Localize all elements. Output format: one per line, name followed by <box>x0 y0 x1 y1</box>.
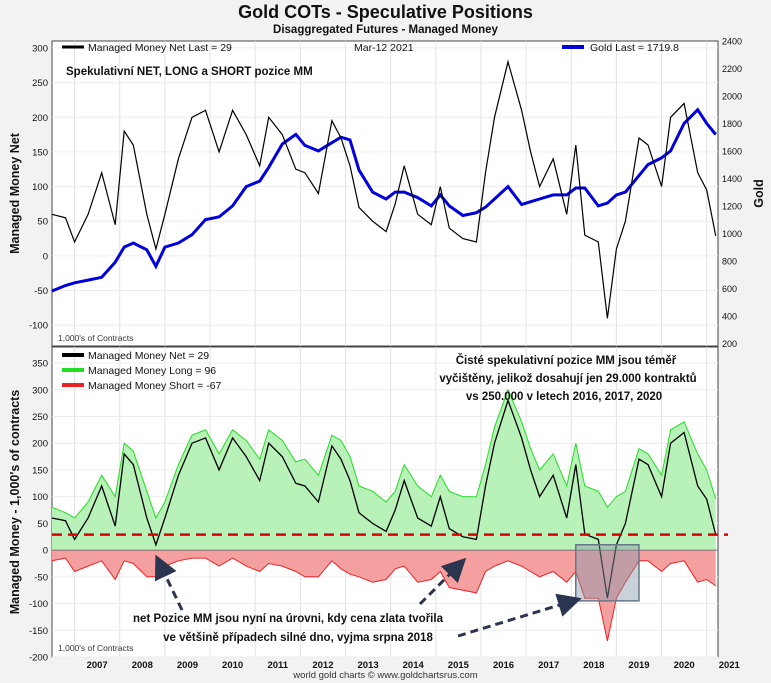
bottom-units-note: 1,000's of Contracts <box>58 643 133 653</box>
gold-price-line <box>51 107 717 293</box>
bottom-y-tick-label: 300 <box>32 385 48 396</box>
x-tick-label: 2009 <box>177 660 198 671</box>
bottom-y-tick-label: 100 <box>32 492 48 503</box>
gold-y-tick-label: 2000 <box>722 91 742 101</box>
x-tick-label: 2011 <box>267 660 288 671</box>
bottom-annotation-line: ve většině případech silné dno, vyjma sr… <box>163 632 433 644</box>
x-tick-label: 2013 <box>357 660 378 671</box>
top-y-axis-title: Managed Money Net <box>8 132 22 254</box>
gold-y-axis-title: Gold <box>752 179 766 207</box>
annotation-arrow <box>418 557 467 606</box>
long-line <box>51 388 717 520</box>
top-net-line <box>51 59 717 319</box>
x-tick-label: 2018 <box>583 660 604 671</box>
gold-y-tick-label: 1600 <box>722 146 742 156</box>
annotation-arrow <box>457 593 582 638</box>
bottom-y-tick-label: 200 <box>32 439 48 450</box>
bottom-y-tick-label: -50 <box>34 572 48 583</box>
x-tick-label: 2017 <box>538 660 559 671</box>
x-tick-label: 2020 <box>674 660 695 671</box>
top-y-tick-label: 0 <box>43 251 48 262</box>
bottom-y-axis-title: Managed Money - 1,000's of contracts <box>8 390 22 615</box>
top-y-tick-label: 50 <box>37 217 48 228</box>
bottom-annotation-top-line: vyčištěny, jelikož dosahují jen 29.000 k… <box>439 373 696 385</box>
bottom-y-tick-label: 50 <box>37 519 48 530</box>
date-label: Mar-12 2021 <box>354 42 414 54</box>
top-y-tick-label: 100 <box>32 182 48 193</box>
x-tick-label: 2015 <box>448 660 470 671</box>
bottom-annotation-line: net Pozice MM jsou nyní na úrovni, kdy c… <box>133 613 444 625</box>
x-tick-label: 2014 <box>403 660 425 671</box>
bottom-y-tick-label: 350 <box>32 359 48 370</box>
gold-y-tick-label: 2400 <box>722 37 742 47</box>
annotation-arrow <box>154 554 184 611</box>
x-tick-label: 2016 <box>493 660 514 671</box>
x-tick-label: 2007 <box>87 660 108 671</box>
top-y-tick-label: -50 <box>34 286 48 297</box>
bottom-net-line <box>51 398 717 599</box>
gold-y-tick-label: 1400 <box>722 174 742 184</box>
top-y-tick-label: 250 <box>32 78 48 89</box>
legend-gold-text: Gold Last = 1719.8 <box>590 42 679 54</box>
x-tick-label: 2021 <box>719 660 741 671</box>
highlight-box <box>575 544 640 602</box>
bottom-y-tick-label: 0 <box>43 546 48 557</box>
bottom-y-tick-label: -150 <box>29 626 48 637</box>
bottom-y-tick-label: -200 <box>29 653 48 664</box>
gold-y-tick-label: 800 <box>722 256 737 266</box>
gold-y-tick-label: 1200 <box>722 201 742 211</box>
legend-text-2: Managed Money Short = -67 <box>88 380 222 392</box>
chart-title: Gold COTs - Speculative Positions <box>238 2 533 22</box>
legend-text-0: Managed Money Net = 29 <box>88 350 209 362</box>
gold-y-tick-label: 400 <box>722 311 737 321</box>
top-y-tick-label: 200 <box>32 113 48 124</box>
gold-y-tick-label: 600 <box>722 284 737 294</box>
bottom-annotation-top-line: vs 250.000 v letech 2016, 2017, 2020 <box>466 391 662 403</box>
gold-y-tick-label: 1000 <box>722 229 742 239</box>
chart-subtitle: Disaggregated Futures - Managed Money <box>273 24 498 36</box>
x-tick-label: 2010 <box>222 660 243 671</box>
top-annotation: Spekulativní NET, LONG a SHORT pozice MM <box>66 66 313 78</box>
bottom-annotation-top-line: Čisté spekulativní pozice MM jsou téměř <box>456 354 677 367</box>
top-units-note: 1,000's of Contracts <box>58 333 133 343</box>
top-y-tick-label: 150 <box>32 147 48 158</box>
gold-y-tick-label: 1800 <box>722 119 742 129</box>
x-tick-label: 2012 <box>312 660 333 671</box>
bottom-y-tick-label: 250 <box>32 412 48 423</box>
top-y-tick-label: -100 <box>29 321 48 332</box>
gold-y-tick-label: 2200 <box>722 64 742 74</box>
footer-credit: world gold charts © www.goldchartsrus.co… <box>293 670 478 681</box>
x-tick-label: 2019 <box>628 660 649 671</box>
bottom-y-tick-label: 150 <box>32 465 48 476</box>
legend-net-text: Managed Money Net Last = 29 <box>88 42 232 54</box>
x-tick-label: 2008 <box>132 660 153 671</box>
gold-y-tick-label: 200 <box>722 339 737 349</box>
bottom-y-tick-label: -100 <box>29 599 48 610</box>
top-plot-area <box>51 40 719 347</box>
long-area <box>52 389 716 551</box>
legend-text-1: Managed Money Long = 96 <box>88 365 216 377</box>
top-y-tick-label: 300 <box>32 43 48 54</box>
